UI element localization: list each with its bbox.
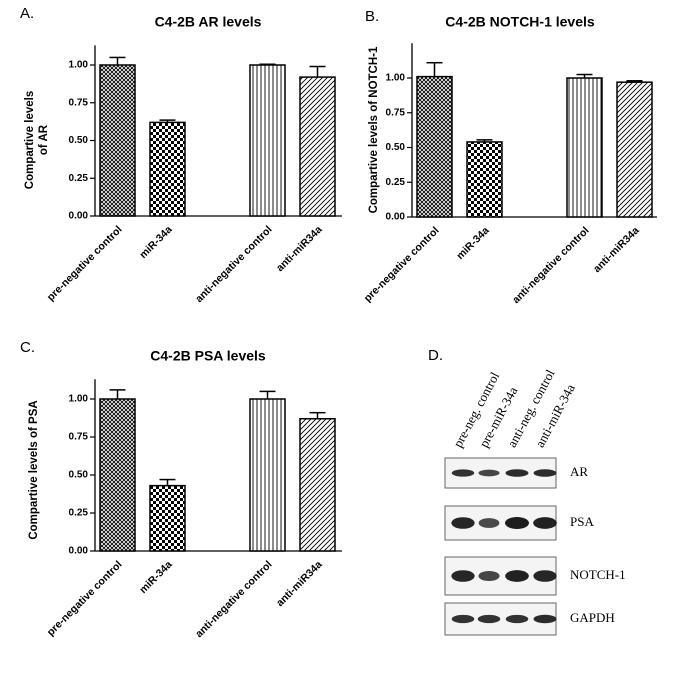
x-tick-label: anti-miR34a [274,558,325,609]
error-bar [626,80,643,83]
x-tick-label: miR-34a [137,558,174,595]
x-tick-label: pre-negative control [45,559,125,639]
panel-label: C. [20,339,35,356]
blot-band [478,570,500,582]
blot-band [505,570,529,582]
blot-row-label: AR [570,464,588,479]
bar [249,64,286,217]
y-tick-label: 1.00 [69,60,89,71]
error-bar [309,411,326,419]
blot-row-label: GAPDH [570,610,615,625]
x-tick-label: anti-negative control [193,224,275,306]
blot-band [505,517,529,529]
y-axis-label: Compartive levels of PSA [28,400,40,539]
blot-band [505,469,529,477]
y-tick-label: 0.00 [69,211,89,222]
error-bar [109,389,126,399]
bar [99,398,136,552]
panel-label: B. [365,8,379,25]
y-tick-label: 0.00 [69,546,89,557]
y-tick-label: 0.50 [69,470,89,481]
y-axis-label: Compartive levels of NOTCH-1 [368,46,380,213]
y-axis-label: of AR [38,124,50,155]
blot-band [533,469,557,477]
bar [466,141,503,218]
blot-band [478,518,500,528]
error-bar [426,61,443,77]
y-tick-label: 0.00 [386,212,406,223]
x-tick-label: anti-miR34a [591,224,642,275]
blot-band [478,469,500,477]
blot-row-label: PSA [570,514,594,529]
x-tick-label: anti-miR34a [274,223,325,274]
chart-title: C4-2B NOTCH-1 levels [445,14,595,30]
x-tick-label: miR-34a [454,224,491,261]
blot-band [477,614,501,624]
x-tick-label: pre-negative control [362,225,442,305]
blot-row-label: NOTCH-1 [570,567,626,582]
y-tick-label: 0.25 [386,177,406,188]
x-tick-label: miR-34a [137,223,174,260]
y-tick-label: 1.00 [386,73,406,84]
bar [249,398,286,552]
chart-title: C4-2B AR levels [155,14,262,30]
blot-band [505,614,529,624]
x-tick-label: pre-negative control [45,224,125,304]
bar [149,484,186,552]
y-axis-label: Compartive levels [24,91,36,189]
error-bar [159,119,176,123]
chart-title: C4-2B PSA levels [150,348,266,364]
error-bar [576,73,593,78]
panel-label: A. [20,5,34,22]
error-bar [476,139,493,142]
bar [99,64,136,217]
blot-band [533,517,557,529]
y-tick-label: 0.75 [69,97,89,108]
error-bar [259,390,276,399]
error-bar [159,478,176,486]
x-tick-label: anti-negative control [510,225,592,307]
bar [616,81,653,218]
y-tick-label: 0.50 [69,135,89,146]
blot-band [451,570,475,582]
blot-band [451,614,475,624]
error-bar [259,63,276,65]
error-bar [109,56,126,65]
y-tick-label: 0.75 [69,432,89,443]
blot-band [451,517,475,529]
blot-band [533,570,557,582]
bar [299,76,336,217]
bar [566,77,603,218]
panel-label: D. [428,347,443,364]
y-tick-label: 0.25 [69,173,89,184]
bar [149,121,186,217]
bar [299,418,336,552]
y-tick-label: 1.00 [69,394,89,405]
blot-band [533,614,557,624]
y-tick-label: 0.25 [69,508,89,519]
blot-band [451,469,475,477]
error-bar [309,65,326,78]
bar [416,75,453,218]
y-tick-label: 0.75 [386,107,406,118]
y-tick-label: 0.50 [386,142,406,153]
x-tick-label: anti-negative control [193,559,275,641]
